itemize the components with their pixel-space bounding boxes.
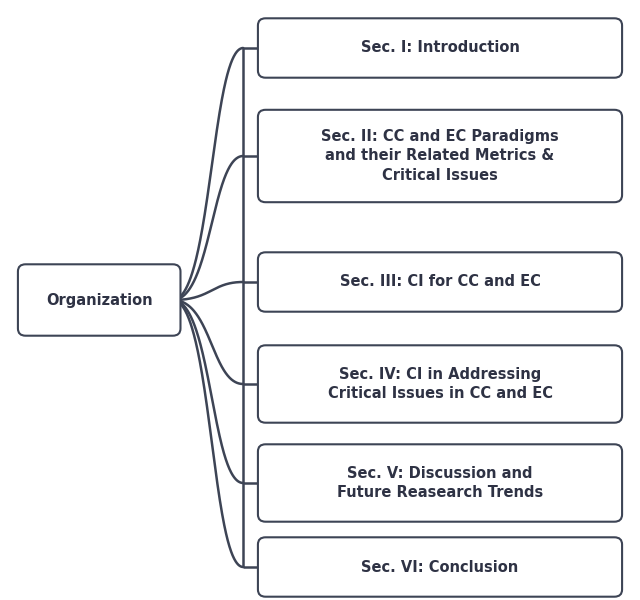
FancyBboxPatch shape xyxy=(258,538,622,596)
Text: Sec. III: CI for CC and EC: Sec. III: CI for CC and EC xyxy=(340,275,540,289)
FancyBboxPatch shape xyxy=(18,264,180,335)
FancyBboxPatch shape xyxy=(258,18,622,77)
Text: Sec. IV: CI in Addressing
Critical Issues in CC and EC: Sec. IV: CI in Addressing Critical Issue… xyxy=(328,367,552,401)
Text: Sec. II: CC and EC Paradigms
and their Related Metrics &
Critical Issues: Sec. II: CC and EC Paradigms and their R… xyxy=(321,129,559,182)
FancyBboxPatch shape xyxy=(258,346,622,422)
Text: Organization: Organization xyxy=(46,292,152,307)
FancyBboxPatch shape xyxy=(258,110,622,202)
Text: Sec. V: Discussion and
Future Reasearch Trends: Sec. V: Discussion and Future Reasearch … xyxy=(337,466,543,500)
Text: Sec. I: Introduction: Sec. I: Introduction xyxy=(360,40,520,55)
FancyBboxPatch shape xyxy=(258,252,622,312)
Text: Sec. VI: Conclusion: Sec. VI: Conclusion xyxy=(362,559,518,575)
FancyBboxPatch shape xyxy=(258,444,622,521)
